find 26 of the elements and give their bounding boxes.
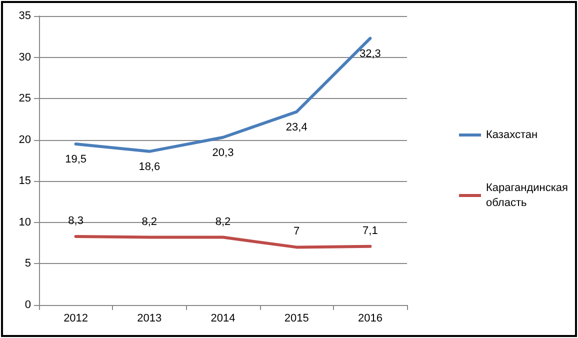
y-tick-label: 15 [18,175,31,188]
data-label: 19,5 [65,153,87,166]
line-series [74,234,372,249]
x-tick-label: 2016 [358,312,382,324]
data-label: 8,3 [68,214,84,227]
x-tick-label: 2015 [284,312,309,324]
data-label: 23,4 [286,121,308,134]
y-tick-label: 30 [18,51,31,64]
data-label: 18,6 [138,160,160,173]
y-tick-label: 25 [18,92,31,105]
legend-label: Казахстан [486,129,538,141]
x-tick-label: 2013 [137,312,162,324]
data-label: 8,2 [142,216,158,228]
y-tick-label: 35 [18,10,31,22]
y-tick-label: 5 [24,258,31,270]
data-label: 8,2 [215,216,231,228]
x-tick-label: 2012 [64,312,88,324]
data-label: 32,3 [359,48,381,60]
legend-label: Карагандинская область [486,182,568,209]
data-label: 7,1 [362,224,378,237]
y-tick-label: 10 [18,216,31,228]
data-label: 7 [294,226,300,238]
data-label: 20,3 [212,146,234,159]
y-tick-label: 20 [18,134,31,146]
y-tick-label: 0 [24,299,31,311]
x-tick-label: 2014 [210,312,236,324]
